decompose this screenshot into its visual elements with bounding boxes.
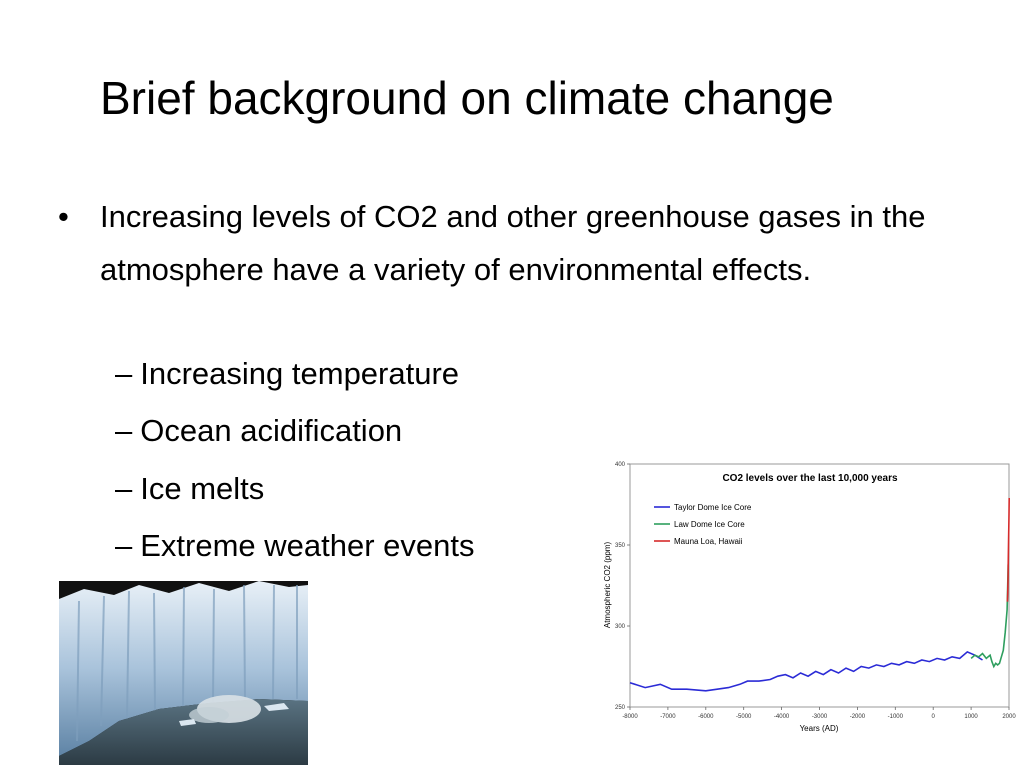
glacier-illustration [59, 581, 308, 765]
x-tick-label: -4000 [774, 714, 790, 720]
sub-bullet-acidification: – Ocean acidification [115, 411, 402, 451]
sub-bullet-dash: – [115, 528, 133, 563]
chart-title: CO2 levels over the last 10,000 years [722, 473, 898, 484]
sub-bullet-label: Extreme weather events [140, 528, 475, 563]
y-tick-label: 300 [615, 624, 626, 630]
legend-label: Mauna Loa, Hawaii [674, 537, 743, 546]
x-tick-label: 0 [932, 714, 936, 720]
slide-title: Brief background on climate change [100, 72, 834, 124]
y-axis-label: Atmospheric CO2 (ppm) [603, 542, 612, 629]
co2-chart: CO2 levels over the last 10,000 years Ye… [598, 455, 1018, 740]
sub-bullet-temperature: – Increasing temperature [115, 354, 459, 394]
sub-bullet-dash: – [115, 356, 133, 391]
plot-area [629, 463, 1010, 708]
x-tick-label: 2000 [1002, 714, 1016, 720]
sub-bullet-extreme-weather: – Extreme weather events [115, 526, 475, 566]
x-tick-label: 1000 [964, 714, 978, 720]
legend-label: Taylor Dome Ice Core [674, 503, 752, 512]
y-tick-label: 250 [615, 705, 626, 711]
sub-bullet-dash: – [115, 471, 133, 506]
y-tick-label: 350 [615, 543, 626, 549]
x-tick-label: -2000 [850, 714, 866, 720]
sub-bullet-ice-melts: – Ice melts [115, 469, 264, 509]
series-line-2 [1006, 497, 1010, 602]
bullet-dot: • [58, 199, 69, 234]
series-line-0 [629, 650, 983, 692]
sub-bullet-label: Increasing temperature [140, 356, 460, 391]
sub-bullet-label: Ice melts [140, 471, 265, 506]
sub-bullet-label: Ocean acidification [140, 413, 403, 448]
x-tick-label: -8000 [622, 714, 638, 720]
y-tick-label: 400 [615, 462, 626, 468]
x-tick-label: -3000 [812, 714, 828, 720]
x-tick-label: -5000 [736, 714, 752, 720]
x-tick-label: -1000 [888, 714, 904, 720]
x-tick-label: -7000 [660, 714, 676, 720]
sub-bullet-dash: – [115, 413, 133, 448]
x-tick-label: -6000 [698, 714, 714, 720]
main-bullet-text: Increasing levels of CO2 and other green… [100, 199, 926, 287]
series-line-1 [970, 564, 1009, 669]
co2-chart-svg: CO2 levels over the last 10,000 years Ye… [603, 462, 1016, 733]
legend-label: Law Dome Ice Core [674, 520, 745, 529]
x-axis-label: Years (AD) [800, 724, 839, 733]
glacier-calving-photo [59, 581, 308, 765]
